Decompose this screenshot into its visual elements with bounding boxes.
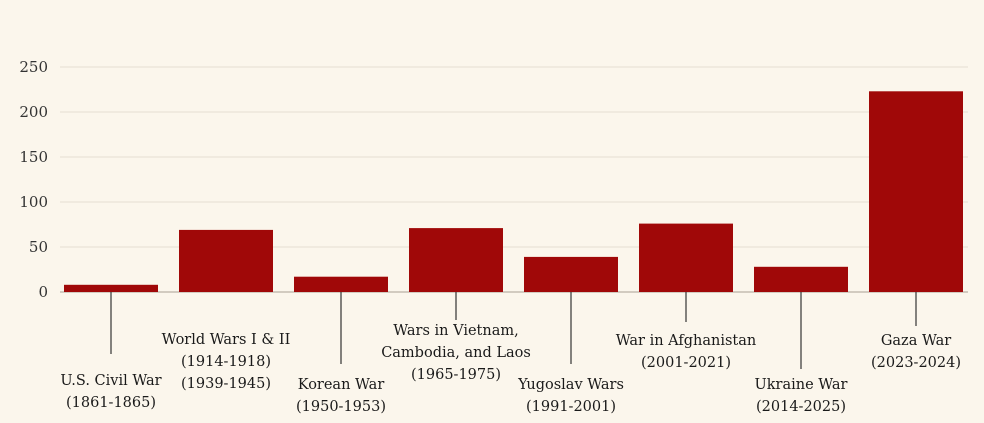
bar-2	[294, 276, 388, 292]
category-label-line: World Wars I & II	[162, 332, 291, 348]
y-tick-label-50: 50	[29, 238, 48, 256]
bars	[64, 91, 963, 292]
category-label-5: War in Afghanistan (2001-2021)	[616, 333, 757, 371]
category-label-line: (1861-1865)	[66, 395, 156, 411]
category-label-line: Cambodia, and Laos	[381, 345, 531, 361]
category-label-4: Yugoslav Wars (1991-2001)	[517, 377, 624, 415]
category-leader-lines	[110, 292, 917, 369]
category-labels: U.S. Civil War (1861-1865) World Wars I & …	[60, 323, 961, 415]
bar-3	[409, 228, 503, 292]
category-label-line: (2001-2021)	[641, 355, 731, 371]
category-label-line: U.S. Civil War	[60, 373, 161, 389]
bar-1	[179, 229, 273, 292]
category-label-line: Wars in Vietnam,	[393, 323, 518, 339]
y-tick-label-200: 200	[19, 103, 48, 121]
category-label-7: Gaza War (2023-2024)	[871, 333, 961, 371]
category-label-line: (1991-2001)	[526, 399, 616, 415]
category-label-3: Wars in Vietnam, Cambodia, and Laos (1965-…	[381, 323, 531, 383]
y-tick-label-250: 250	[19, 58, 48, 76]
bar-5	[639, 223, 733, 292]
category-label-2: Korean War (1950-1953)	[296, 377, 386, 415]
category-label-line: Gaza War	[881, 333, 951, 349]
bar-0	[64, 284, 158, 292]
category-label-line: War in Afghanistan	[616, 333, 757, 349]
category-label-line: (2014-2025)	[756, 399, 846, 415]
bar-7	[869, 91, 963, 292]
y-tick-label-150: 150	[19, 148, 48, 166]
category-label-line: (1939-1945)	[181, 376, 271, 392]
category-label-line: (1965-1975)	[411, 367, 501, 383]
category-label-0: U.S. Civil War (1861-1865)	[60, 373, 161, 411]
category-label-line: Ukraine War	[755, 377, 848, 393]
category-label-line: (1950-1953)	[296, 399, 386, 415]
bar-6	[754, 266, 848, 292]
category-label-line: Yugoslav Wars	[517, 377, 624, 393]
y-axis-tick-labels: 0 50 100 150 200 250	[19, 58, 48, 301]
y-tick-label-0: 0	[38, 283, 48, 301]
bar-4	[524, 256, 618, 292]
category-label-line: Korean War	[298, 377, 385, 393]
category-label-line: (1914-1918)	[181, 354, 271, 370]
y-tick-label-100: 100	[19, 193, 48, 211]
category-label-1: World Wars I & II (1914-1918) (1939-1945)	[162, 332, 291, 392]
category-label-line: (2023-2024)	[871, 355, 961, 371]
category-label-6: Ukraine War (2014-2025)	[755, 377, 848, 415]
